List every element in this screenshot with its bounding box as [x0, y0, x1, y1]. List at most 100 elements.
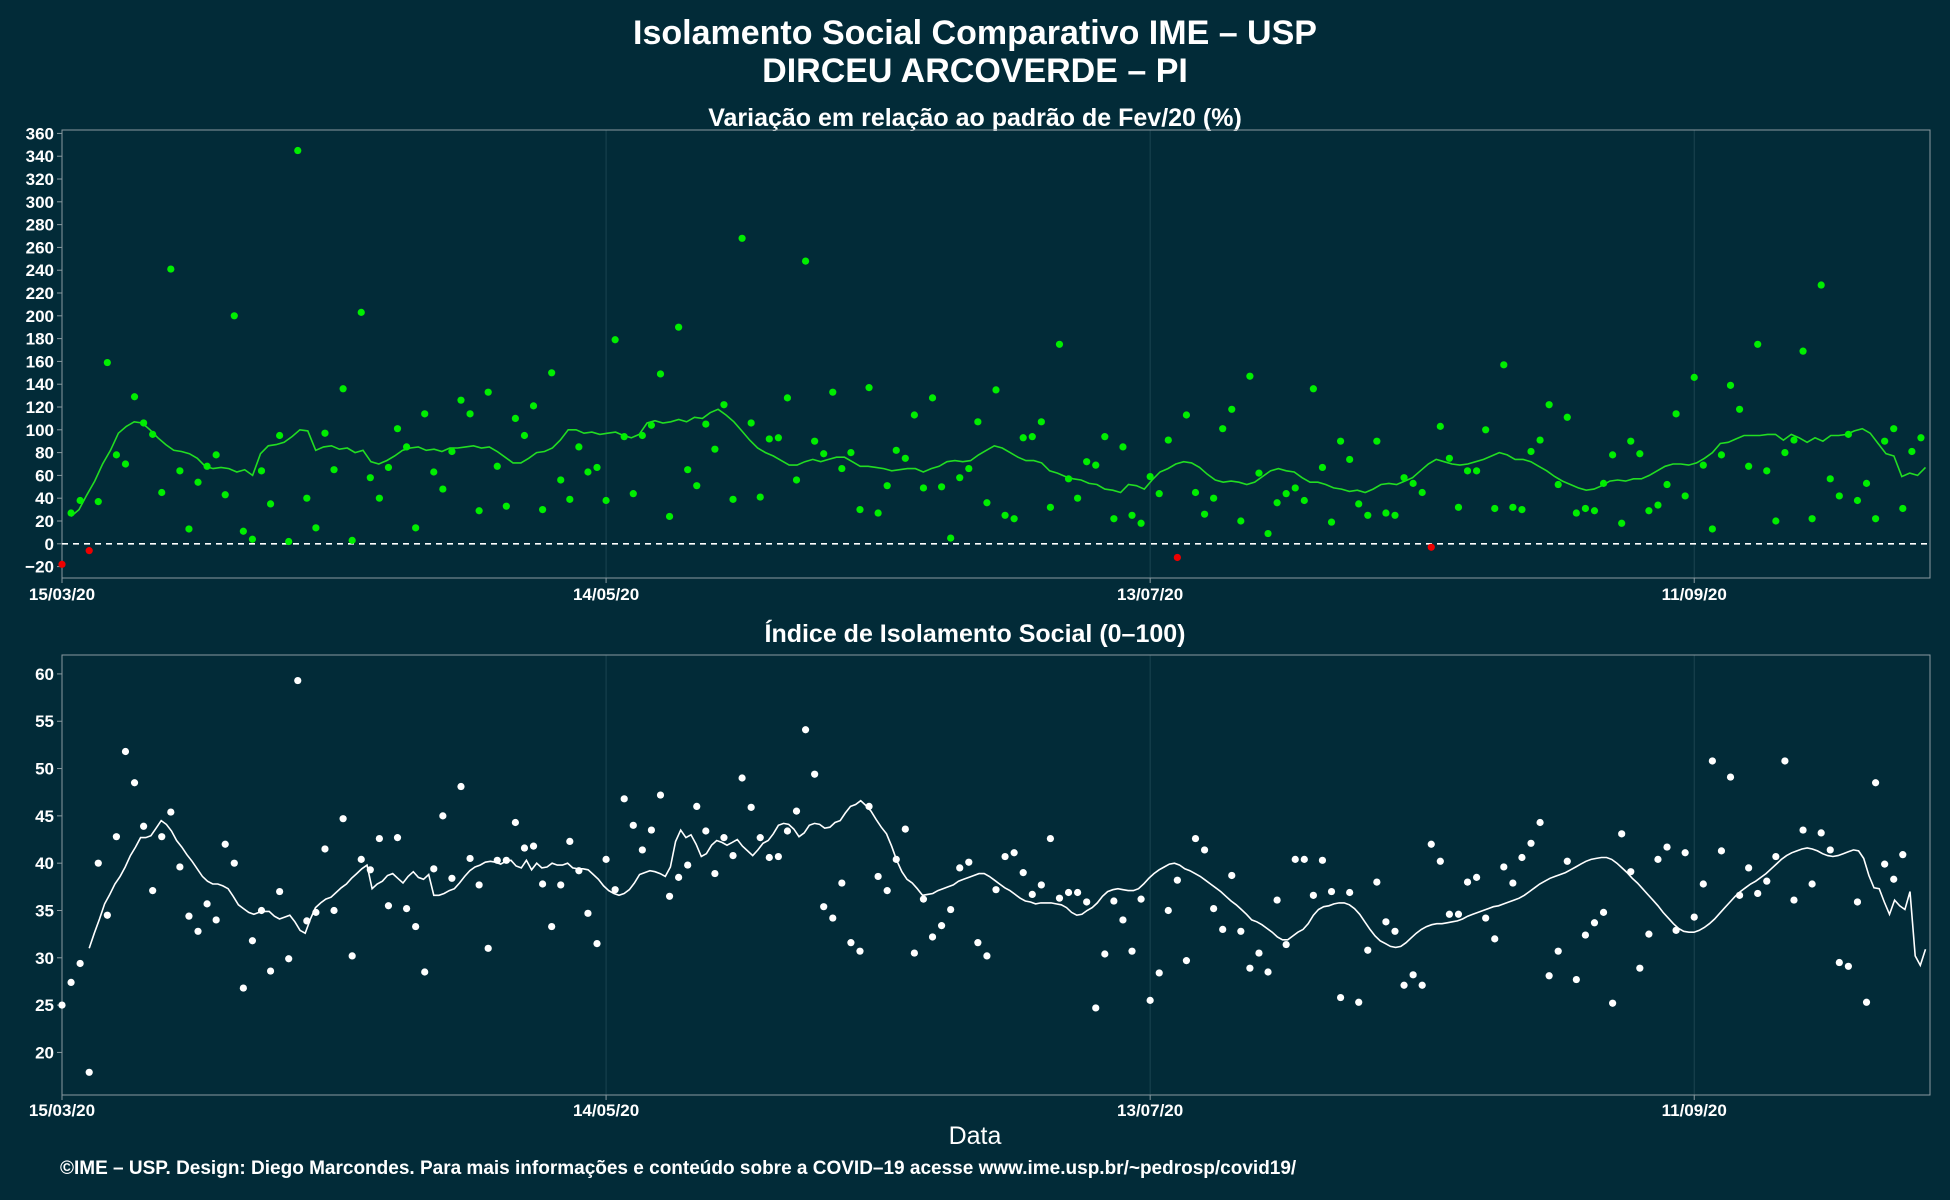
- data-point: [892, 446, 900, 454]
- data-point: [656, 370, 665, 378]
- data-point: [276, 431, 284, 440]
- data-point: [1300, 855, 1308, 863]
- data-point: [285, 537, 293, 546]
- data-point: [1790, 436, 1798, 444]
- data-point: [1427, 840, 1435, 848]
- data-point: [1890, 425, 1898, 433]
- chart-title-line1: Isolamento Social Comparativo IME – USP: [633, 14, 1317, 52]
- data-point: [430, 468, 438, 476]
- data-point: [1055, 894, 1064, 902]
- data-point: [1772, 517, 1780, 525]
- y-tick-label: 160: [26, 352, 54, 371]
- data-point: [1246, 372, 1254, 380]
- data-point: [947, 905, 955, 914]
- data-point: [983, 952, 991, 960]
- data-point: [493, 856, 501, 864]
- data-point: [1745, 462, 1753, 470]
- data-point: [820, 903, 828, 911]
- data-point: [158, 488, 166, 497]
- data-point: [1382, 509, 1390, 517]
- data-point: [94, 498, 102, 506]
- data-point: [1690, 373, 1698, 381]
- data-point: [820, 450, 828, 458]
- data-point: [1726, 381, 1735, 389]
- data-point: [1463, 467, 1472, 475]
- data-point: [747, 803, 755, 811]
- data-point: [167, 808, 175, 816]
- data-point: [1173, 876, 1181, 884]
- data-point: [1645, 507, 1653, 515]
- data-point: [1037, 881, 1045, 889]
- data-point: [321, 429, 329, 437]
- data-point: [693, 482, 701, 490]
- data-point: [883, 482, 891, 490]
- data-point: [1382, 918, 1390, 926]
- data-point: [239, 527, 247, 535]
- data-point: [1110, 515, 1118, 523]
- data-point: [1336, 437, 1345, 445]
- data-point: [194, 478, 202, 486]
- data-point: [1074, 494, 1082, 502]
- data-point: [1881, 437, 1889, 445]
- y-axis: −20 0 20 40 60 80 100 120 140 160 180 200 220 240 260 2…: [25, 124, 62, 577]
- x-tick-label: 15/03/20: [29, 585, 95, 604]
- data-point: [1862, 998, 1871, 1006]
- data-point: [647, 826, 656, 834]
- data-point: [294, 146, 302, 155]
- data-point: [502, 856, 510, 864]
- data-point: [1581, 504, 1590, 513]
- data-point: [103, 358, 111, 367]
- data-point: [203, 900, 211, 908]
- data-point: [539, 880, 547, 888]
- data-point: [285, 955, 293, 963]
- data-point: [1092, 1004, 1100, 1012]
- data-point: [1237, 517, 1245, 525]
- y-tick-label: 180: [26, 330, 54, 349]
- data-point: [1409, 971, 1417, 979]
- data-point: [856, 506, 864, 514]
- data-point: [1228, 405, 1236, 413]
- data-point: [1146, 996, 1154, 1004]
- data-point: [1046, 834, 1055, 843]
- data-point: [575, 443, 583, 451]
- data-point: [1563, 857, 1571, 865]
- data-point: [475, 507, 483, 515]
- data-point: [466, 854, 474, 863]
- data-point: [58, 1001, 66, 1009]
- data-point: [883, 887, 891, 895]
- data-point: [1318, 856, 1327, 864]
- data-point: [149, 430, 157, 438]
- data-point: [720, 834, 728, 842]
- data-point: [1799, 826, 1807, 834]
- data-point: [1554, 947, 1562, 955]
- data-point: [747, 419, 755, 427]
- data-point: [1364, 511, 1372, 519]
- data-point: [520, 431, 529, 440]
- data-point: [974, 939, 982, 947]
- data-point: [366, 474, 374, 482]
- data-point: [212, 451, 220, 459]
- data-point: [257, 467, 266, 475]
- data-point: [1599, 479, 1608, 487]
- data-point: [620, 433, 628, 441]
- data-point: [1101, 950, 1109, 958]
- data-point: [1509, 879, 1517, 887]
- data-point: [1436, 422, 1444, 430]
- data-point: [1137, 519, 1145, 527]
- data-point: [1500, 361, 1508, 369]
- data-point: [448, 447, 456, 456]
- data-point: [602, 855, 610, 863]
- data-point: [1173, 553, 1181, 562]
- data-point: [140, 419, 148, 427]
- data-point: [1001, 511, 1009, 519]
- data-point: [339, 385, 347, 393]
- data-point: [439, 485, 447, 493]
- data-point: [684, 861, 692, 869]
- data-point: [1491, 504, 1499, 513]
- data-point: [1781, 757, 1789, 765]
- data-point: [901, 454, 909, 462]
- y-tick-label: 35: [35, 901, 54, 920]
- data-point: [520, 844, 529, 852]
- data-point: [928, 933, 937, 941]
- data-point: [457, 396, 465, 404]
